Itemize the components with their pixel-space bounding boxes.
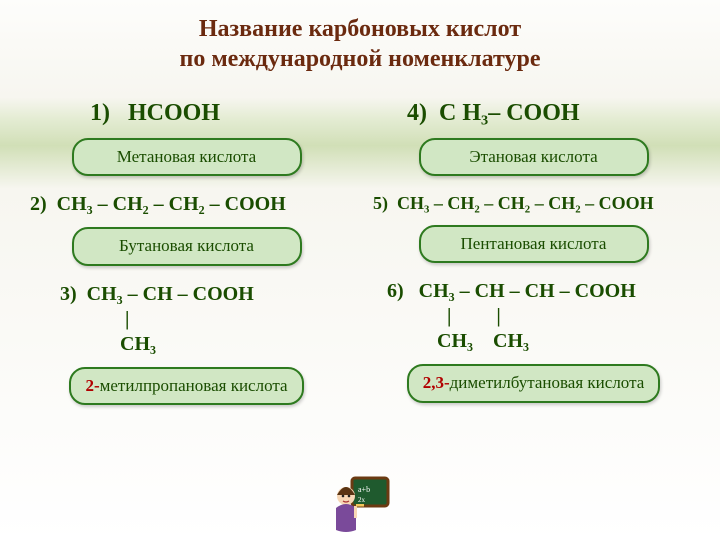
answer-6-prefix: 2,3- <box>423 373 450 392</box>
formula-3-line3: СН₃ <box>60 332 353 357</box>
answer-1: Метановая кислота <box>72 138 302 176</box>
formula-6-line2: | | <box>387 304 700 329</box>
answer-3-prefix: 2- <box>85 376 99 395</box>
formula-6: 6) СН₃ – СН – СН – СООН | | СН₃ СН₃ <box>367 279 700 354</box>
num-2: 2) <box>30 193 47 215</box>
num-1: 1) <box>90 100 110 126</box>
formula-1: 1) НСООН <box>20 98 353 128</box>
formula-3: 3) СН₃ – СН – СООН | СН₃ <box>20 282 353 357</box>
num-5: 5) <box>373 193 388 213</box>
formula-3-line2: | <box>60 307 353 332</box>
answer-6-text: диметилбутановая кислота <box>450 373 645 392</box>
answer-1-text: Метановая кислота <box>117 147 256 166</box>
formula-2-text: СН₃ – СН₂ – СН₂ – СООН <box>57 193 286 215</box>
item-4: 4) С Н₃– СООН <box>367 82 700 128</box>
num-4: 4) <box>407 100 427 126</box>
title-line1: Название карбоновых кислот <box>0 14 720 44</box>
formula-5-text: СН₃ – СН₂ – СН₂ – СН₂ – СООН <box>397 193 654 213</box>
answer-4-text: Этановая кислота <box>469 147 597 166</box>
answer-6: 2,3-диметилбутановая кислота <box>407 364 661 402</box>
formula-4-text: С Н₃– СООН <box>439 100 580 126</box>
answer-3: 2-метилпропановая кислота <box>69 367 303 405</box>
answer-2-text: Бутановая кислота <box>119 236 254 255</box>
answer-4: Этановая кислота <box>419 138 649 176</box>
num-6: 6) <box>387 280 404 302</box>
title-line2: по международной номенклатуре <box>0 44 720 74</box>
answer-5: Пентановая кислота <box>419 225 649 263</box>
right-column: 4) С Н₃– СООН Этановая кислота 5) СН₃ – … <box>367 82 700 405</box>
svg-text:2x: 2x <box>358 496 366 504</box>
num-3: 3) <box>60 283 77 305</box>
answer-3-text: метилпропановая кислота <box>100 376 288 395</box>
slide-title: Название карбоновых кислот по международ… <box>0 0 720 74</box>
formula-3-line1: СН₃ – СН – СООН <box>87 283 254 305</box>
item-1: 1) НСООН <box>20 82 353 128</box>
formula-6-line1: СН₃ – СН – СН – СООН <box>419 280 636 302</box>
answer-2: Бутановая кислота <box>72 227 302 265</box>
teacher-icon: a+b 2x <box>328 472 392 536</box>
content-area: 1) НСООН Метановая кислота 2) СН₃ – СН₂ … <box>0 74 720 405</box>
formula-6-line3: СН₃ СН₃ <box>387 329 700 354</box>
formula-1-text: НСООН <box>128 100 220 126</box>
answer-5-text: Пентановая кислота <box>461 234 607 253</box>
formula-4: 4) С Н₃– СООН <box>367 98 700 128</box>
formula-5: 5) СН₃ – СН₂ – СН₂ – СН₂ – СООН <box>367 192 700 215</box>
left-column: 1) НСООН Метановая кислота 2) СН₃ – СН₂ … <box>20 82 353 405</box>
svg-text:a+b: a+b <box>358 485 370 494</box>
formula-2: 2) СН₃ – СН₂ – СН₂ – СООН <box>20 192 353 217</box>
